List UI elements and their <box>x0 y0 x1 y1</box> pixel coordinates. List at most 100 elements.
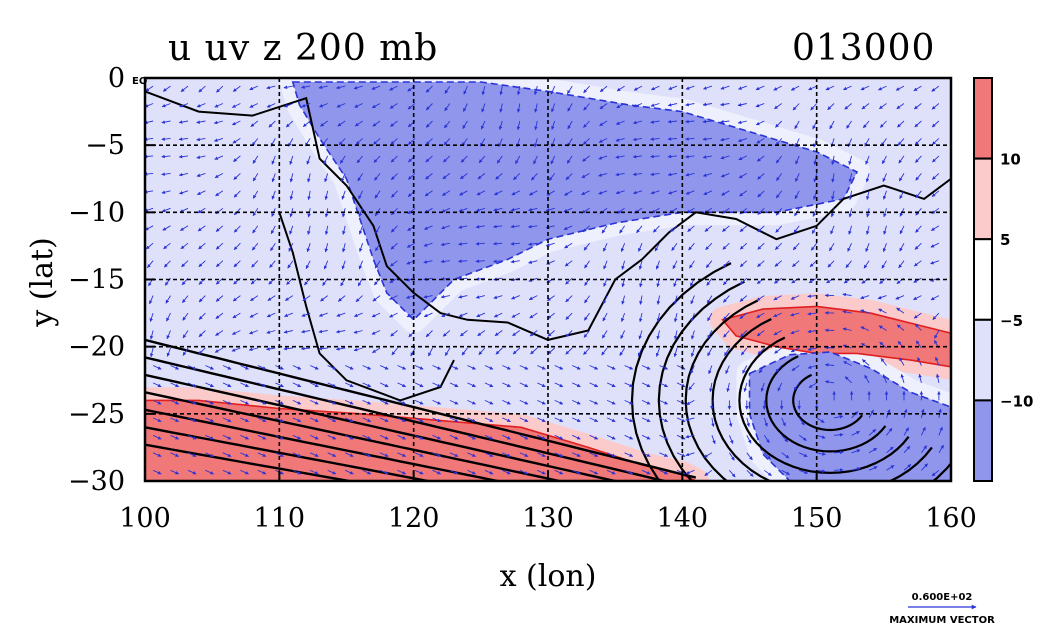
wind-vector <box>427 347 433 357</box>
wind-vector <box>551 103 556 113</box>
wind-vector <box>533 138 538 148</box>
wind-vector <box>831 173 835 183</box>
wind-vector <box>915 155 922 163</box>
wind-vector <box>462 103 468 112</box>
wind-vector <box>706 277 713 286</box>
wind-vector <box>742 365 748 374</box>
wind-vector <box>650 137 660 141</box>
wind-vector <box>763 417 768 427</box>
wind-vector <box>519 469 529 475</box>
wind-vector <box>379 452 389 457</box>
wind-vector <box>499 86 503 96</box>
wind-vector <box>825 85 835 91</box>
wind-vector <box>624 417 634 423</box>
wind-vector <box>790 347 800 353</box>
wind-vector <box>345 399 354 405</box>
wind-vector <box>178 137 189 141</box>
wind-vector <box>848 190 853 201</box>
wind-vector <box>353 330 363 334</box>
wind-vector <box>886 465 895 471</box>
wind-vector <box>440 242 450 247</box>
wind-vector <box>886 446 894 454</box>
wind-vector <box>781 434 789 443</box>
wind-vector <box>152 417 162 423</box>
wind-vector <box>725 365 730 375</box>
wind-vector <box>659 469 669 475</box>
wind-vector <box>728 417 733 428</box>
wind-vector <box>283 330 293 334</box>
wind-vector <box>799 452 808 458</box>
wind-vector <box>739 312 748 319</box>
wind-vector <box>601 347 608 356</box>
wind-vector <box>935 373 940 383</box>
wind-vector <box>667 119 678 124</box>
wind-vector <box>572 434 581 440</box>
wind-vector <box>391 207 398 216</box>
wind-vector <box>527 224 538 229</box>
wind-vector <box>656 313 661 323</box>
wind-vector <box>389 295 398 300</box>
wind-vector <box>147 260 154 268</box>
wind-vector <box>266 85 276 90</box>
wind-vector <box>813 138 818 148</box>
wind-vector <box>702 155 712 159</box>
wind-vector <box>551 120 556 130</box>
wind-vector <box>756 330 765 337</box>
wind-vector <box>222 399 232 405</box>
wind-vector <box>810 242 818 251</box>
wind-vector <box>726 382 730 393</box>
wind-vector <box>913 85 922 92</box>
wind-vector <box>353 312 363 317</box>
wind-vector <box>205 434 214 440</box>
wind-vector <box>881 260 887 269</box>
wind-vector <box>180 242 189 250</box>
wind-vector <box>484 469 494 475</box>
wind-vector <box>301 329 311 334</box>
wind-vector <box>149 347 154 358</box>
wind-vector <box>881 155 887 165</box>
wind-vector <box>757 242 765 250</box>
wind-vector <box>324 173 329 183</box>
wind-vector <box>848 155 853 165</box>
wind-vector <box>498 120 503 130</box>
wind-vector <box>397 452 407 457</box>
wind-vector <box>251 260 259 268</box>
wind-vector <box>249 85 258 91</box>
wind-vector <box>145 242 154 250</box>
wind-vector <box>686 400 695 406</box>
wind-vector <box>775 155 783 164</box>
wind-vector <box>816 469 826 473</box>
wind-vector <box>791 365 800 372</box>
wind-vector <box>152 399 162 405</box>
wind-vector <box>565 312 573 320</box>
wind-vector <box>371 330 381 335</box>
wind-vector <box>516 103 521 113</box>
wind-vector <box>321 138 329 146</box>
wind-vector <box>463 85 468 95</box>
wind-vector <box>149 312 154 322</box>
wind-vector <box>865 225 870 235</box>
wind-vector <box>161 207 171 213</box>
wind-vector <box>879 103 887 110</box>
wind-vector <box>667 103 678 107</box>
height-contour-trough <box>711 318 933 481</box>
x-tick-label: 150 <box>791 503 843 534</box>
wind-vector <box>327 434 337 440</box>
wind-vector <box>484 399 494 405</box>
wind-vector <box>639 278 643 288</box>
wind-vector <box>425 120 433 128</box>
wind-vector <box>636 225 643 234</box>
wind-vector <box>152 434 162 440</box>
wind-vector <box>739 277 748 285</box>
wind-vector <box>764 469 772 477</box>
wind-vector <box>687 225 695 232</box>
y-axis-ticks: 0 −5 −10 −15 −20 −25 −30 <box>68 63 155 497</box>
wind-vector <box>267 295 276 301</box>
wind-vector <box>746 452 753 461</box>
wind-vector <box>170 452 180 457</box>
wind-vector <box>432 382 442 388</box>
wind-vector <box>554 365 564 370</box>
wind-vector <box>848 225 853 235</box>
wind-vector <box>310 434 319 440</box>
wind-vector <box>443 120 451 129</box>
